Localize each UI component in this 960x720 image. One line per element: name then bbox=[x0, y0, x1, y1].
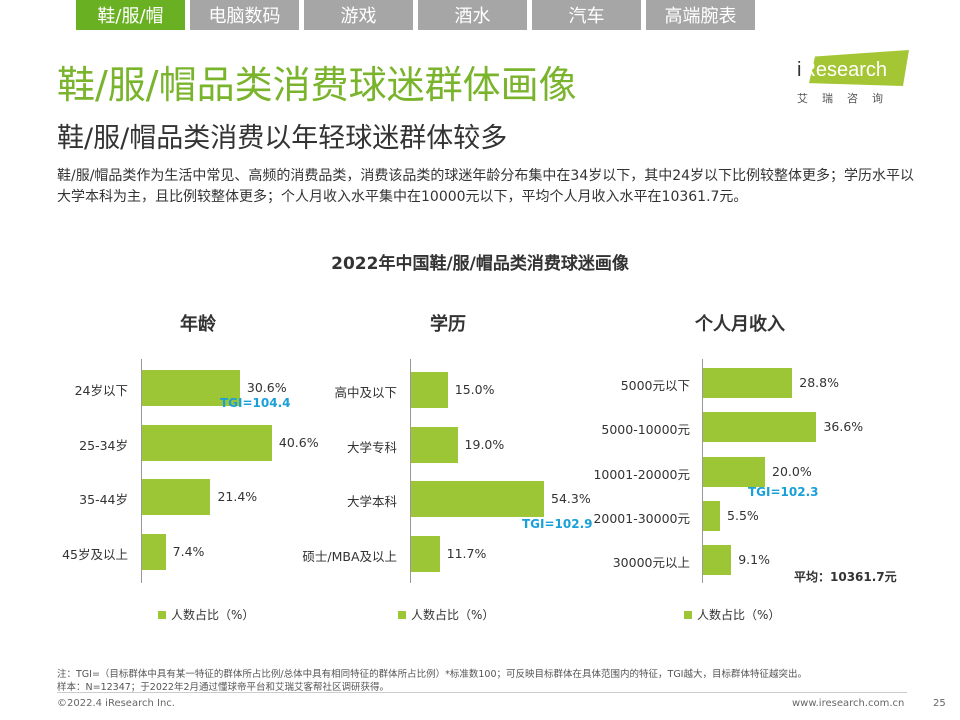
category-label: 大学专科 bbox=[346, 439, 397, 455]
logo-badge bbox=[809, 50, 909, 86]
chart-legend: 人数占比（%） bbox=[684, 606, 780, 623]
category-label: 24岁以下 bbox=[74, 383, 128, 398]
tab-cars[interactable]: 汽车 bbox=[532, 0, 641, 30]
value-label: 11.7% bbox=[446, 545, 487, 561]
category-label: 30000元以上 bbox=[612, 555, 690, 571]
value-label: 40.6% bbox=[278, 434, 319, 450]
panel-title: 学历 bbox=[430, 314, 466, 335]
tab-computer-digital[interactable]: 电脑数码 bbox=[190, 0, 299, 30]
chart-legend: 人数占比（%） bbox=[158, 606, 254, 623]
bar bbox=[703, 456, 765, 487]
note-sample: 样本：N=12347；于2022年2月通过懂球帝平台和艾瑞艾客帮社区调研获得。 bbox=[57, 682, 390, 693]
bar bbox=[703, 545, 732, 576]
legend-label: 人数占比（%） bbox=[697, 608, 781, 622]
category-tabs: 鞋/服/帽 电脑数码 游戏 酒水 汽车 高端腕表 bbox=[76, 0, 760, 30]
value-label: 15.0% bbox=[454, 382, 495, 397]
tgi-annotation: TGI=102.3 bbox=[748, 484, 819, 499]
description-text: 鞋/服/帽品类作为生活中常见、高频的消费品类，消费该品类的球迷年龄分布集中在34… bbox=[57, 168, 915, 205]
category-label: 硕士/MBA及以上 bbox=[302, 548, 397, 564]
category-label: 20001-30000元 bbox=[593, 510, 690, 526]
category-label: 大学本科 bbox=[346, 494, 397, 509]
chart-title: 2022年中国鞋/服/帽品类消费球迷画像 bbox=[331, 254, 629, 274]
bar bbox=[703, 500, 721, 531]
logo-subtitle: 艾瑞咨询 bbox=[797, 92, 897, 105]
category-label: 高中及以下 bbox=[334, 385, 397, 400]
value-label: 21.4% bbox=[217, 489, 258, 504]
value-label: 5.5% bbox=[727, 507, 759, 523]
value-label: 30.6% bbox=[246, 380, 287, 395]
tab-shoes-clothes-hats[interactable]: 鞋/服/帽 bbox=[76, 0, 185, 30]
y-axis-line bbox=[702, 359, 703, 583]
tgi-annotation: TGI=104.4 bbox=[220, 396, 291, 410]
panel-title: 个人月收入 bbox=[695, 314, 785, 335]
bar bbox=[411, 426, 458, 463]
bar bbox=[142, 424, 272, 461]
page-subtitle: 鞋/服/帽品类消费以年轻球迷群体较多 bbox=[57, 123, 508, 154]
category-label: 45岁及以上 bbox=[62, 546, 128, 562]
legend-swatch bbox=[684, 610, 692, 619]
legend-swatch bbox=[398, 610, 406, 619]
footer-url[interactable]: www.iresearch.com.cn bbox=[792, 698, 905, 709]
panel-title: 年龄 bbox=[180, 314, 216, 335]
category-label: 35-44岁 bbox=[79, 492, 128, 507]
bar bbox=[703, 368, 793, 398]
bar bbox=[142, 479, 211, 515]
category-label: 10001-20000元 bbox=[593, 466, 690, 482]
bar bbox=[142, 370, 240, 406]
logo-text: iResearch bbox=[797, 59, 888, 81]
value-label: 20.0% bbox=[772, 463, 812, 479]
value-label: 54.3% bbox=[551, 491, 591, 506]
tab-luxury-watches[interactable]: 高端腕表 bbox=[646, 0, 755, 30]
y-axis-line bbox=[141, 359, 142, 583]
legend-label: 人数占比（%） bbox=[171, 608, 255, 622]
bar bbox=[703, 412, 817, 443]
chart-legend: 人数占比（%） bbox=[398, 606, 494, 623]
category-label: 25-34岁 bbox=[79, 437, 128, 453]
bar bbox=[411, 372, 448, 408]
bar bbox=[411, 535, 440, 572]
iresearch-logo: iResearch 艾瑞咨询 bbox=[797, 50, 912, 110]
bar bbox=[142, 533, 166, 570]
page-number: 25 bbox=[933, 698, 946, 709]
category-label: 5000-10000元 bbox=[601, 422, 690, 438]
tgi-annotation: TGI=102.9 bbox=[522, 517, 593, 531]
value-label: 28.8% bbox=[799, 375, 839, 390]
value-label: 9.1% bbox=[738, 552, 770, 568]
tab-games[interactable]: 游戏 bbox=[304, 0, 413, 30]
category-label: 5000元以下 bbox=[620, 378, 690, 393]
footer-divider bbox=[57, 692, 907, 693]
value-label: 19.0% bbox=[464, 436, 505, 452]
bar bbox=[411, 481, 545, 517]
legend-label: 人数占比（%） bbox=[411, 608, 495, 622]
page-title: 鞋/服/帽品类消费球迷群体画像 bbox=[57, 63, 577, 107]
tab-liquor[interactable]: 酒水 bbox=[418, 0, 527, 30]
footer-copyright: ©2022.4 iResearch Inc. bbox=[57, 698, 175, 709]
y-axis-line bbox=[410, 359, 411, 583]
average-income-label: 平均：10361.7元 bbox=[794, 570, 897, 584]
legend-swatch bbox=[158, 610, 166, 619]
value-label: 7.4% bbox=[172, 543, 205, 559]
value-label: 36.6% bbox=[823, 419, 864, 435]
note-tgi: 注：TGI=（目标群体中具有某一特征的群体所占比例/总体中具有相同特征的群体所占… bbox=[57, 669, 807, 680]
